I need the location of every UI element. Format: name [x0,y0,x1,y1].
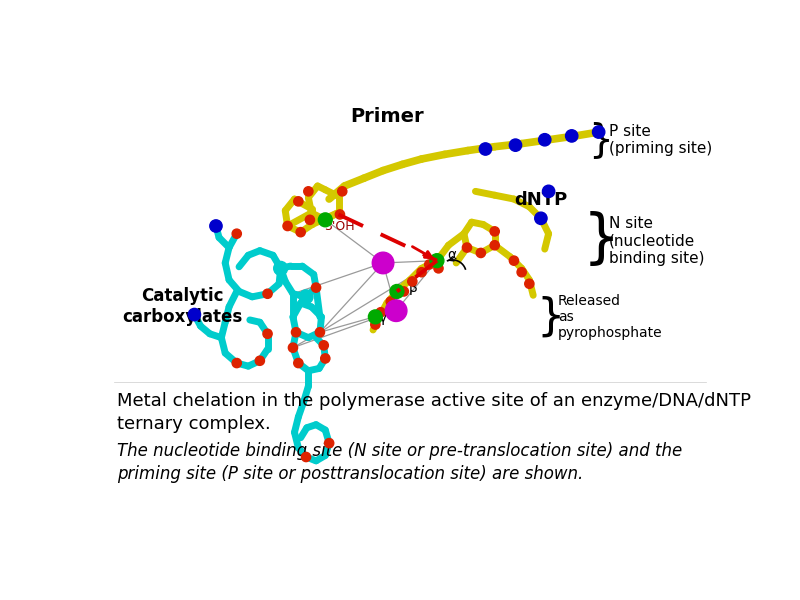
Circle shape [566,130,578,142]
Circle shape [232,358,242,368]
Circle shape [510,256,518,265]
Circle shape [386,297,395,306]
Text: dNTP: dNTP [514,191,567,209]
Circle shape [542,185,554,197]
Circle shape [517,268,526,277]
Circle shape [319,341,328,350]
Text: Metal chelation in the polymerase active site of an enzyme/DNA/dNTP
ternary comp: Metal chelation in the polymerase active… [118,392,751,433]
Text: }: } [589,121,614,159]
Circle shape [274,262,287,275]
Circle shape [296,227,306,237]
Circle shape [525,279,534,289]
Circle shape [593,126,605,138]
Circle shape [306,215,314,224]
Text: 3'OH: 3'OH [324,220,354,232]
Circle shape [210,220,222,232]
Text: Primer: Primer [350,107,424,125]
Circle shape [434,264,443,273]
Circle shape [263,289,272,298]
Circle shape [399,287,409,296]
Text: α: α [447,248,456,262]
Circle shape [263,329,272,338]
Circle shape [325,439,334,448]
Circle shape [370,320,380,329]
Text: P site
(priming site): P site (priming site) [609,124,712,156]
Circle shape [408,277,417,286]
Text: Catalytic
carboxylates: Catalytic carboxylates [122,287,243,326]
Text: γ: γ [379,311,387,325]
Circle shape [315,328,325,337]
Circle shape [318,213,332,227]
Circle shape [479,143,492,155]
Circle shape [534,212,547,224]
Text: The nucleotide binding site (N site or pre-translocation site) and the
priming s: The nucleotide binding site (N site or p… [118,442,682,483]
Circle shape [430,254,444,268]
Circle shape [417,268,426,277]
Circle shape [376,308,386,317]
Circle shape [311,283,321,292]
Circle shape [462,243,472,252]
Circle shape [188,308,201,321]
Circle shape [190,310,199,319]
Circle shape [299,290,313,304]
Circle shape [302,452,310,461]
Circle shape [211,221,221,230]
Circle shape [538,134,551,146]
Circle shape [321,354,330,363]
Circle shape [476,248,486,257]
Text: N site
(nucleotide
binding site): N site (nucleotide binding site) [609,217,704,266]
Circle shape [294,358,303,368]
Circle shape [425,260,434,269]
Circle shape [255,356,265,365]
Text: β: β [409,281,418,295]
Circle shape [283,221,292,230]
Circle shape [288,343,298,352]
Circle shape [338,187,347,196]
Text: Released
as
pyrophosphate: Released as pyrophosphate [558,293,662,340]
Circle shape [291,328,301,337]
Circle shape [386,300,407,322]
Circle shape [335,210,345,219]
Text: }: } [536,295,564,338]
Circle shape [490,227,499,236]
Circle shape [510,139,522,151]
Text: }: } [582,211,619,268]
Circle shape [304,187,313,196]
Circle shape [390,284,404,298]
Circle shape [294,197,303,206]
Circle shape [232,229,242,238]
Circle shape [490,241,499,250]
Circle shape [372,252,394,274]
Circle shape [369,310,382,324]
